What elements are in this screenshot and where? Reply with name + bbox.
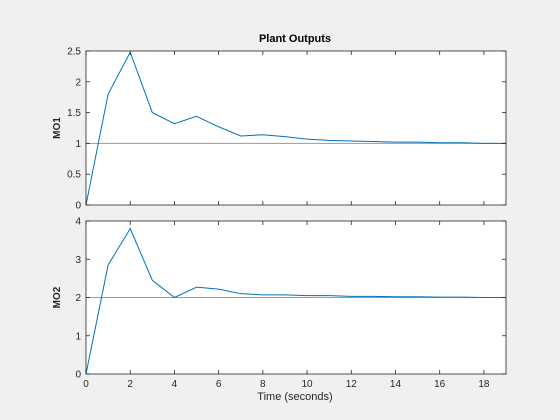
y-axis-label: MO2 bbox=[52, 286, 63, 308]
x-tick-label: 10 bbox=[301, 379, 313, 390]
x-tick-label: 18 bbox=[478, 379, 490, 390]
x-tick-label: 8 bbox=[260, 379, 266, 390]
y-tick-label: 2 bbox=[75, 293, 81, 304]
series-line bbox=[85, 51, 506, 206]
y-tick-label: 1.5 bbox=[67, 108, 81, 119]
plot-area bbox=[86, 51, 506, 205]
y-tick-label: 0.5 bbox=[67, 170, 81, 181]
y-axis-label: MO1 bbox=[52, 117, 63, 139]
y-tick-label: 0 bbox=[75, 201, 81, 212]
y-tick-label: 3 bbox=[75, 255, 81, 266]
x-tick-label: 0 bbox=[83, 379, 89, 390]
x-tick-label: 16 bbox=[434, 379, 446, 390]
x-tick-label: 6 bbox=[216, 379, 222, 390]
x-tick-label: 4 bbox=[172, 379, 178, 390]
subplot-mo1: 0 0.5 1 1.5 2 2.5 MO1 bbox=[52, 47, 507, 212]
x-tick-label: 12 bbox=[346, 379, 358, 390]
y-tick-label: 1 bbox=[75, 331, 81, 342]
y-tick-label: 4 bbox=[75, 217, 81, 228]
axes-frame bbox=[85, 50, 507, 206]
y-tick-label: 2.5 bbox=[67, 47, 81, 58]
series-line bbox=[85, 227, 506, 375]
y-tick-label: 0 bbox=[75, 370, 81, 381]
x-tick-label: 2 bbox=[127, 379, 133, 390]
y-tick-label: 2 bbox=[75, 77, 81, 88]
y-tick-label: 1 bbox=[75, 139, 81, 150]
chart-title: Plant Outputs bbox=[259, 33, 331, 45]
x-axis-label: Time (seconds) bbox=[257, 391, 332, 403]
x-tick-label: 14 bbox=[390, 379, 402, 390]
